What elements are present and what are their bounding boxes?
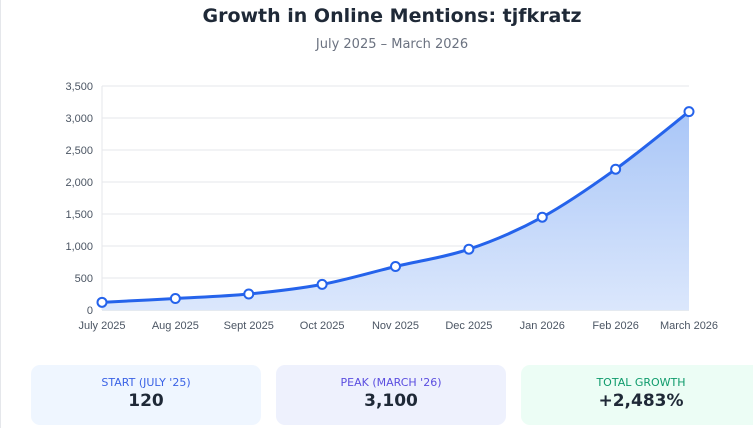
y-tick-label: 0: [87, 305, 93, 317]
stat-card-peak: PEAK (MARCH '26) 3,100: [276, 365, 506, 425]
data-point: [463, 243, 475, 255]
data-point: [316, 278, 328, 290]
data-point: [169, 292, 181, 304]
y-tick-label: 2,000: [65, 177, 93, 189]
chart-subtitle: July 2025 – March 2026: [315, 37, 469, 52]
stat-label: START (JULY '25): [101, 376, 191, 389]
data-point: [96, 296, 108, 308]
data-point: [243, 288, 255, 300]
chart-title: Growth in Online Mentions: tjfkratz: [202, 5, 582, 27]
x-tick-label: Oct 2025: [300, 320, 345, 332]
y-tick-label: 1,500: [65, 209, 93, 221]
y-tick-label: 3,500: [65, 81, 93, 93]
x-tick-label: Sept 2025: [224, 320, 274, 332]
x-tick-label: July 2025: [78, 320, 125, 332]
y-tick-label: 1,000: [65, 241, 93, 253]
stat-value: 3,100: [364, 391, 418, 411]
area-fill: [102, 111, 689, 310]
stat-card-growth: TOTAL GROWTH +2,483%: [521, 365, 753, 425]
stat-label: TOTAL GROWTH: [596, 376, 686, 389]
stat-card-start: START (JULY '25) 120: [31, 365, 261, 425]
x-tick-label: March 2026: [660, 320, 718, 332]
y-tick-label: 500: [75, 273, 93, 285]
x-tick-label: Jan 2026: [520, 320, 565, 332]
data-point: [390, 260, 401, 272]
stat-label: PEAK (MARCH '26): [340, 376, 442, 389]
y-tick-label: 3,000: [65, 113, 93, 125]
y-tick-label: 2,500: [65, 145, 93, 157]
data-point: [683, 106, 695, 118]
stat-value: +2,483%: [598, 391, 684, 411]
x-tick-label: Aug 2025: [152, 320, 199, 332]
x-tick-label: Feb 2026: [592, 320, 638, 332]
x-tick-label: Nov 2025: [372, 320, 419, 332]
line-chart: 0 500 1,000 1,500 2,000 2,500 3,000 3,500 July 2…: [65, 81, 718, 332]
data-point: [536, 211, 548, 223]
stat-value: 120: [128, 391, 164, 411]
data-point: [610, 163, 622, 175]
x-tick-label: Dec 2025: [445, 320, 492, 332]
